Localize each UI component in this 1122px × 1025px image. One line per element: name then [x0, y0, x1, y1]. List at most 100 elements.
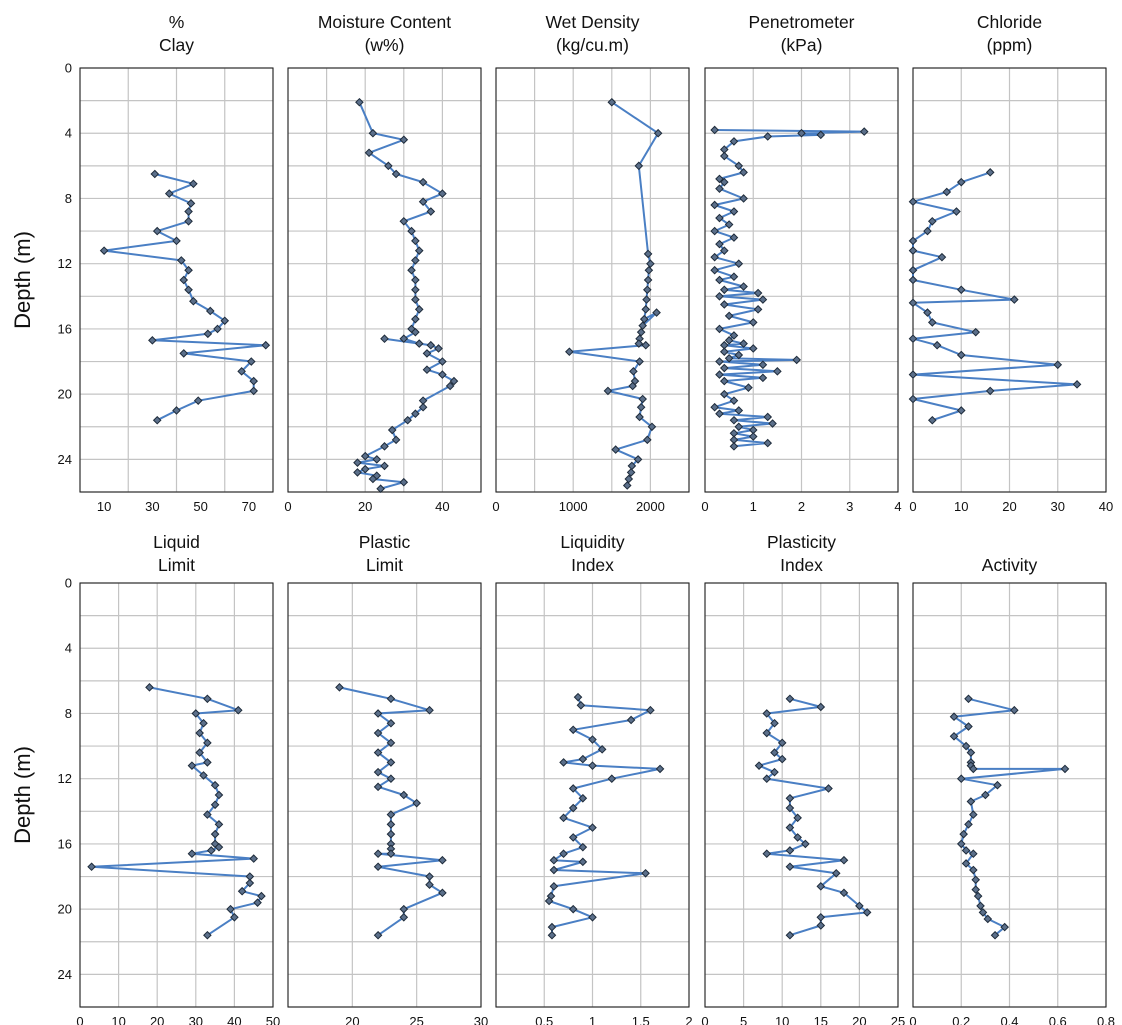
- y-tick-label: 12: [58, 256, 72, 271]
- data-point: [195, 748, 204, 757]
- x-tick-label: 0: [76, 1014, 83, 1025]
- data-point: [386, 738, 396, 748]
- data-point: [634, 339, 644, 348]
- data-point: [908, 334, 918, 344]
- data-point: [372, 455, 382, 464]
- data-point: [785, 694, 795, 704]
- x-tick-label: 40: [1099, 499, 1113, 514]
- data-point: [607, 774, 617, 783]
- data-point: [643, 249, 653, 259]
- data-point: [203, 758, 212, 767]
- data-point: [578, 793, 588, 803]
- data-point: [414, 305, 424, 314]
- y-tick-label: 24: [58, 967, 72, 982]
- data-point: [983, 914, 993, 924]
- data-point: [607, 97, 617, 107]
- data-point: [179, 275, 189, 285]
- data-point: [710, 252, 719, 262]
- data-point: [641, 305, 651, 314]
- data-point: [961, 741, 971, 751]
- series-line: [356, 101, 455, 490]
- data-point: [573, 692, 583, 702]
- data-point: [412, 798, 421, 808]
- data-point: [729, 442, 739, 451]
- panel-title-line-2: Activity: [982, 555, 1038, 575]
- data-point: [952, 207, 961, 216]
- data-point: [758, 295, 768, 304]
- plot-frame: [495, 67, 690, 493]
- data-point: [969, 764, 978, 774]
- data-point: [578, 754, 588, 764]
- panel-title-line-2: Clay: [159, 35, 194, 55]
- x-tick-label: 4: [894, 499, 901, 514]
- data-point: [399, 216, 409, 226]
- x-tick-label: 30: [474, 1014, 488, 1025]
- data-point: [226, 904, 235, 914]
- data-point: [824, 784, 833, 793]
- data-point: [927, 216, 937, 226]
- data-point: [148, 336, 157, 345]
- series-line: [758, 697, 869, 937]
- data-point: [932, 340, 942, 350]
- x-tick-label: 2: [685, 1014, 692, 1025]
- y-tick-label: 4: [65, 641, 72, 656]
- data-point: [636, 327, 646, 337]
- data-point: [758, 373, 768, 383]
- data-point: [425, 705, 434, 715]
- data-point: [624, 474, 634, 484]
- data-point: [715, 292, 724, 301]
- data-point: [792, 355, 801, 365]
- data-point: [956, 774, 966, 783]
- x-tick-label: 20: [345, 1014, 359, 1025]
- data-point: [816, 130, 826, 140]
- data-point: [816, 913, 826, 922]
- data-point: [253, 898, 262, 907]
- data-point: [652, 308, 661, 317]
- x-tick-label: 20: [852, 1014, 866, 1025]
- x-tick-label: 10: [775, 1014, 789, 1025]
- data-point: [643, 285, 652, 295]
- panel-title-line-2: Index: [780, 555, 823, 575]
- data-point: [588, 823, 597, 832]
- data-point: [710, 265, 719, 275]
- plot-frame: [287, 67, 482, 493]
- data-point: [172, 406, 181, 415]
- data-point: [831, 868, 841, 878]
- data-point: [387, 425, 397, 435]
- data-point: [719, 347, 729, 357]
- data-point: [611, 445, 620, 454]
- data-point: [184, 265, 193, 275]
- data-point: [635, 412, 644, 422]
- data-point: [380, 461, 389, 471]
- data-point: [237, 367, 246, 376]
- data-point: [739, 194, 748, 203]
- panel-title-line-1: Liquidity: [560, 532, 624, 552]
- data-point: [1072, 380, 1082, 389]
- chart-panel-8: Plasticity Index 0 5 10 15 20 25: [701, 532, 905, 1025]
- data-point: [715, 357, 724, 366]
- data-point: [966, 797, 976, 806]
- data-point: [634, 161, 644, 171]
- data-point: [568, 904, 578, 914]
- data-point: [411, 285, 420, 295]
- x-tick-label: 25: [891, 1014, 905, 1025]
- x-tick-label: 2000: [636, 499, 665, 514]
- data-point: [643, 275, 653, 285]
- data-point: [210, 800, 220, 810]
- data-point: [1060, 764, 1070, 774]
- panel-title-line-1: Plastic: [359, 532, 411, 552]
- x-tick-label: 0.8: [1097, 1014, 1115, 1025]
- data-point: [152, 226, 162, 236]
- x-tick-label: 40: [227, 1014, 241, 1025]
- data-point: [449, 376, 459, 386]
- data-point: [734, 406, 744, 415]
- y-tick-label: 20: [58, 387, 72, 402]
- data-point: [179, 349, 189, 358]
- data-point: [715, 213, 724, 223]
- data-point: [565, 347, 574, 357]
- data-point: [908, 298, 918, 308]
- panel-title-line-2: (ppm): [987, 35, 1033, 55]
- x-tick-label: 0: [909, 1014, 916, 1025]
- data-point: [748, 344, 758, 353]
- x-tick-label: 70: [242, 499, 256, 514]
